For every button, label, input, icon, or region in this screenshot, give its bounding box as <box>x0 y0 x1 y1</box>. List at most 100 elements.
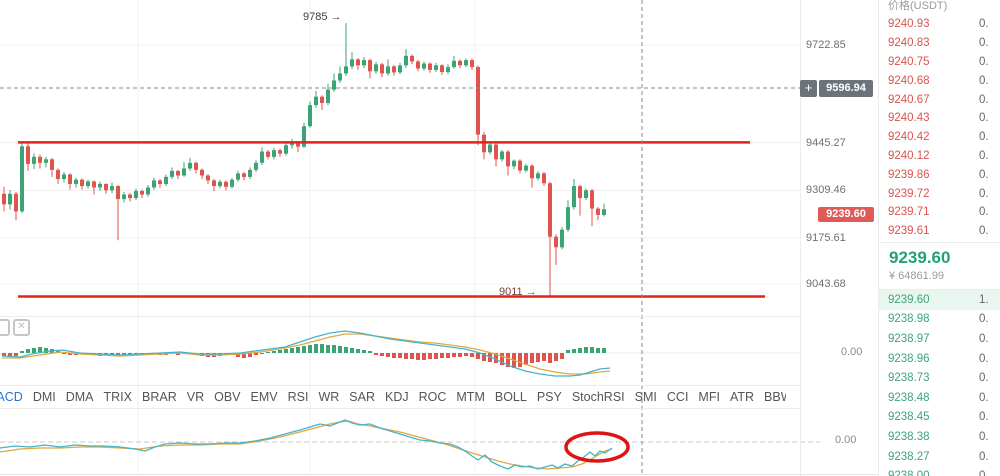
buy-order-row[interactable]: 9238.98 0. <box>879 310 1000 330</box>
order-amount: 0. <box>979 206 989 219</box>
order-book-panel: 价格(USDT) 9240.93 0. 9240.83 0. 9240.75 0. 9240… <box>878 0 1000 476</box>
tab-emv[interactable]: EMV <box>250 390 278 404</box>
buy-order-row[interactable]: 9238.96 0. <box>879 349 1000 369</box>
crosshair-add-button[interactable]: + <box>800 80 817 97</box>
bottom-divider <box>0 474 878 475</box>
order-amount: 0. <box>979 313 989 326</box>
order-amount: 0. <box>979 55 989 68</box>
buy-order-row[interactable]: 9238.48 0. <box>879 388 1000 408</box>
order-price: 9240.67 <box>888 93 930 106</box>
sell-order-row[interactable]: 9240.93 0. <box>879 15 1000 34</box>
tab-wr[interactable]: WR <box>318 390 340 404</box>
tab-macd[interactable]: MACD <box>0 390 23 404</box>
order-book-sells: 9240.93 0. 9240.83 0. 9240.75 0. 9240.68 0. 9240… <box>879 15 1000 241</box>
chart-canvas[interactable] <box>0 0 878 476</box>
ticker-last-price: 9239.60 <box>889 248 951 267</box>
tab-roc[interactable]: ROC <box>418 390 447 404</box>
last-price-badge: 9239.60 <box>818 207 874 222</box>
sell-order-row[interactable]: 9239.72 0. <box>879 184 1000 203</box>
price-axis-label: 9175.61 <box>806 231 846 244</box>
tab-mtm[interactable]: MTM <box>456 390 485 404</box>
order-amount: 0. <box>979 225 989 238</box>
tabs-top-divider <box>0 385 800 386</box>
axis-divider <box>800 0 801 476</box>
tab-trix[interactable]: TRIX <box>103 390 132 404</box>
price-axis-label: 9309.46 <box>806 184 846 197</box>
buy-order-row[interactable]: 9238.38 0. <box>879 427 1000 447</box>
sell-order-row[interactable]: 9240.12 0. <box>879 147 1000 166</box>
order-price: 9240.42 <box>888 131 930 144</box>
order-amount: 0. <box>979 131 989 144</box>
tab-bbw[interactable]: BBW <box>764 390 786 404</box>
order-amount: 0. <box>979 372 989 385</box>
order-amount: 0. <box>979 430 989 443</box>
order-price: 9240.83 <box>888 37 930 50</box>
order-amount: 0. <box>979 112 989 125</box>
buy-order-row[interactable]: 9238.97 0. <box>879 329 1000 349</box>
buy-order-row[interactable]: 9238.00 0. <box>879 466 1000 476</box>
tab-stochrsi[interactable]: StochRSI <box>571 390 625 404</box>
sell-order-row[interactable]: 9240.83 0. <box>879 34 1000 53</box>
order-amount: 0. <box>979 450 989 463</box>
order-amount: 0. <box>979 332 989 345</box>
tab-dma[interactable]: DMA <box>65 390 94 404</box>
close-indicator-icon[interactable]: ✕ <box>13 319 30 336</box>
order-price: 9238.96 <box>888 352 930 365</box>
tab-boll[interactable]: BOLL <box>494 390 527 404</box>
order-price: 9240.12 <box>888 149 930 162</box>
order-price: 9240.75 <box>888 55 930 68</box>
order-price: 9238.38 <box>888 430 930 443</box>
low-price-annotation: 9011 → <box>499 286 537 298</box>
indicator-settings-icon[interactable] <box>0 319 10 336</box>
order-price: 9239.61 <box>888 225 930 238</box>
buy-order-row[interactable]: 9238.45 0. <box>879 408 1000 428</box>
order-price: 9238.97 <box>888 332 930 345</box>
tab-vr[interactable]: VR <box>186 390 205 404</box>
order-price: 9239.86 <box>888 168 930 181</box>
order-price: 9238.45 <box>888 411 930 424</box>
tab-mfi[interactable]: MFI <box>698 390 720 404</box>
buy-order-row[interactable]: 9239.60 1. <box>879 290 1000 310</box>
sell-order-row[interactable]: 9240.75 0. <box>879 53 1000 72</box>
sell-order-row[interactable]: 9240.68 0. <box>879 71 1000 90</box>
tab-kdj[interactable]: KDJ <box>384 390 409 404</box>
order-price: 9239.60 <box>888 293 930 306</box>
sell-order-row[interactable]: 9239.71 0. <box>879 203 1000 222</box>
tab-smi[interactable]: SMI <box>634 390 657 404</box>
buy-order-row[interactable]: 9238.73 0. <box>879 368 1000 388</box>
buy-order-row[interactable]: 9238.27 0. <box>879 447 1000 467</box>
sell-order-row[interactable]: 9240.43 0. <box>879 109 1000 128</box>
tab-dmi[interactable]: DMI <box>32 390 56 404</box>
order-price: 9238.27 <box>888 450 930 463</box>
crosshair-price-badge: 9596.94 <box>819 80 873 97</box>
tab-sar[interactable]: SAR <box>349 390 375 404</box>
tabs-bottom-divider <box>0 408 800 409</box>
order-amount: 0. <box>979 187 989 200</box>
order-price: 9239.71 <box>888 206 930 219</box>
order-price: 9240.68 <box>888 74 930 87</box>
order-amount: 0. <box>979 74 989 87</box>
price-axis-label: 9722.85 <box>806 39 846 51</box>
pane-divider <box>0 316 800 317</box>
order-amount: 0. <box>979 352 989 365</box>
order-price: 9238.73 <box>888 372 930 385</box>
ticker-cny-value: ¥ 64861.99 <box>889 270 945 282</box>
price-axis-label: 9043.68 <box>806 278 846 290</box>
sub-indicator-zero-label: 0.00 <box>835 434 857 446</box>
tab-brar[interactable]: BRAR <box>142 390 177 404</box>
macd-zero-label: 0.00 <box>841 346 863 358</box>
ticker-block: 9239.60 ¥ 64861.99 <box>879 242 1000 290</box>
tab-psy[interactable]: PSY <box>536 390 562 404</box>
order-price: 9238.98 <box>888 313 930 326</box>
sell-order-row[interactable]: 9239.61 0. <box>879 222 1000 241</box>
sell-order-row[interactable]: 9240.42 0. <box>879 128 1000 147</box>
sell-order-row[interactable]: 9239.86 0. <box>879 165 1000 184</box>
order-amount: 0. <box>979 93 989 106</box>
tab-obv[interactable]: OBV <box>214 390 241 404</box>
order-amount: 0. <box>979 18 989 31</box>
tab-atr[interactable]: ATR <box>729 390 755 404</box>
sell-order-row[interactable]: 9240.67 0. <box>879 90 1000 109</box>
tab-rsi[interactable]: RSI <box>287 390 309 404</box>
tab-cci[interactable]: CCI <box>666 390 689 404</box>
